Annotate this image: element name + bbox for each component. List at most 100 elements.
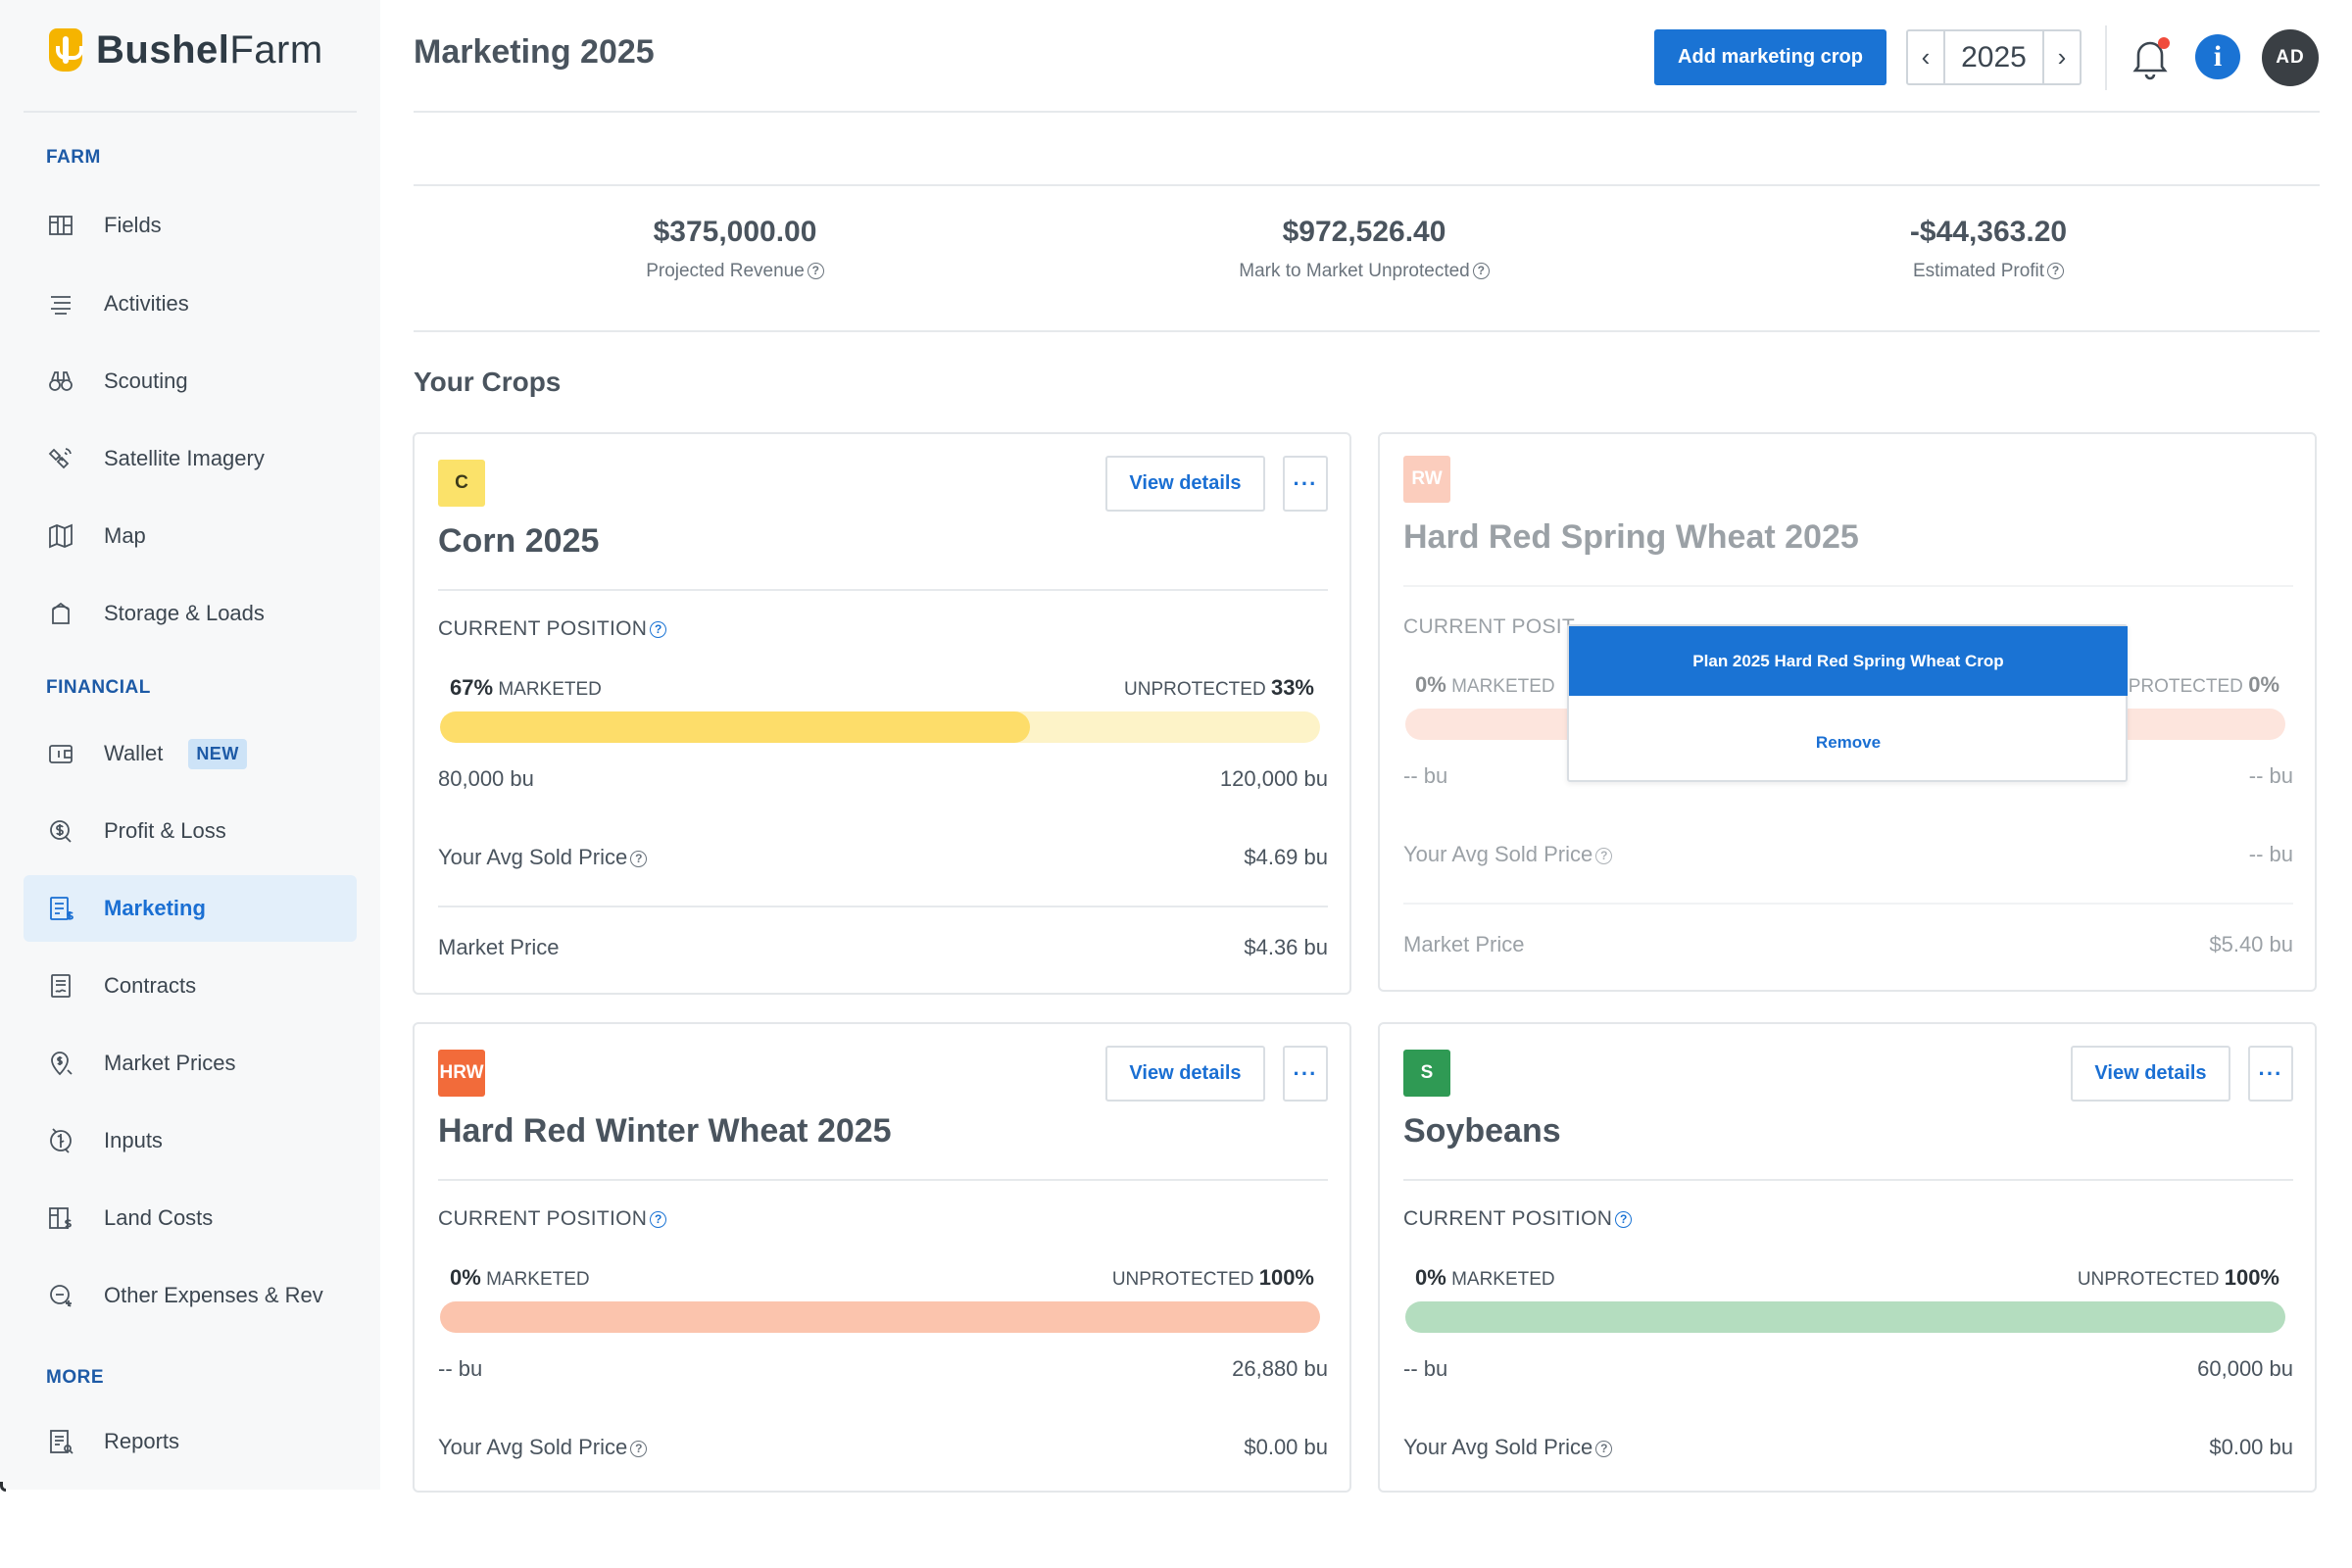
sidebar-item-scouting[interactable]: Scouting: [24, 348, 357, 415]
info-icon[interactable]: i: [2195, 34, 2240, 79]
marketed-bushels: -- bu: [1403, 763, 1448, 788]
market-price-label: Market Price: [1403, 932, 1525, 956]
help-icon[interactable]: ?: [630, 1440, 648, 1457]
sidebar-item-satellite-imagery[interactable]: Satellite Imagery: [24, 425, 357, 492]
total-bushels: 26,880 bu: [1232, 1356, 1328, 1381]
inputs-icon: [45, 1125, 76, 1156]
crop-card-corn: C Corn 2025 View details ··· CURRENT POS…: [413, 432, 1351, 995]
sidebar-item-land-costs[interactable]: Land Costs: [24, 1185, 357, 1251]
sidebar-item-label: Land Costs: [104, 1205, 214, 1230]
marketed-progress-bar: [440, 1301, 1320, 1333]
crop-badge: C: [438, 460, 485, 507]
sidebar-item-label: Wallet: [104, 741, 164, 765]
avg-sold-price-label: Your Avg Sold Price?: [1403, 842, 1613, 867]
map-icon: [45, 520, 76, 552]
nav-section-farm: FARM: [46, 147, 101, 168]
view-details-button[interactable]: View details: [1105, 1046, 1265, 1102]
sidebar-item-reports[interactable]: Reports: [24, 1408, 357, 1475]
remove-menu-item[interactable]: Remove: [1815, 733, 1882, 752]
marketed-progress-fill: [440, 711, 1030, 743]
stat-value: $375,000.00: [653, 216, 817, 248]
help-icon[interactable]: ?: [1595, 847, 1613, 864]
marketed-summary: 67% MARKETED: [450, 675, 602, 700]
marketed-bushels: -- bu: [1403, 1356, 1448, 1381]
avg-sold-price-value: $4.69 bu: [1244, 845, 1328, 869]
card-divider: [1403, 585, 2293, 587]
sidebar-item-activities[interactable]: Activities: [24, 270, 357, 337]
chevron-left-icon[interactable]: ‹: [1908, 31, 1945, 83]
reports-icon: [45, 1426, 76, 1457]
add-marketing-crop-button[interactable]: Add marketing crop: [1654, 29, 1886, 85]
nav-section-financial: FINANCIAL: [46, 677, 151, 698]
sidebar-item-market-prices[interactable]: Market Prices: [24, 1030, 357, 1097]
current-position-label: CURRENT POSITION?: [438, 1207, 667, 1231]
summary-bar: $375,000.00 Projected Revenue? $972,526.…: [414, 184, 2320, 332]
window-corner: [0, 1482, 6, 1492]
sidebar-item-contracts[interactable]: Contracts: [24, 953, 357, 1019]
help-icon[interactable]: ?: [807, 263, 824, 280]
view-details-button[interactable]: View details: [2071, 1046, 2230, 1102]
bushel-farm-logo[interactable]: BushelFarm: [49, 25, 323, 74]
help-icon[interactable]: ?: [2047, 263, 2065, 280]
stat-projected-revenue: $375,000.00 Projected Revenue?: [539, 216, 931, 282]
help-icon[interactable]: ?: [650, 620, 667, 638]
sidebar-item-label: Satellite Imagery: [104, 446, 265, 470]
marketed-bushels: 80,000 bu: [438, 766, 534, 791]
total-bushels: -- bu: [2248, 763, 2293, 788]
avatar[interactable]: AD: [2262, 29, 2319, 86]
avg-sold-price-label: Your Avg Sold Price?: [1403, 1435, 1613, 1460]
more-options-button[interactable]: ···: [1283, 456, 1328, 512]
market-price-label: Market Price: [438, 935, 560, 959]
card-divider: [1403, 1179, 2293, 1181]
more-options-button[interactable]: ···: [1283, 1046, 1328, 1102]
sidebar-item-label: Marketing: [104, 896, 206, 920]
marketed-progress-bar: [1405, 1301, 2285, 1333]
sidebar-item-label: Inputs: [104, 1128, 163, 1152]
crop-title: Hard Red Winter Wheat 2025: [438, 1112, 892, 1150]
current-position-label: CURRENT POSIT: [1403, 615, 1576, 638]
card-divider: [438, 1179, 1328, 1181]
crop-title: Corn 2025: [438, 522, 600, 560]
sidebar-item-storage-loads[interactable]: Storage & Loads: [24, 580, 357, 647]
card-divider: [438, 589, 1328, 591]
stat-mark-to-market: $972,526.40 Mark to Market Unprotected?: [1168, 216, 1560, 282]
current-position-label: CURRENT POSITION?: [438, 617, 667, 641]
satellite-icon: [45, 443, 76, 474]
stat-label: Estimated Profit: [1912, 261, 2045, 281]
sidebar-item-other-expenses[interactable]: Other Expenses & Rev: [24, 1262, 357, 1329]
sidebar-item-label: Reports: [104, 1429, 180, 1453]
marketed-progress-bar: [440, 711, 1320, 743]
header-divider-line: [414, 111, 2320, 113]
header-divider: [2105, 25, 2107, 90]
storage-icon: [45, 598, 76, 629]
view-details-button[interactable]: View details: [1105, 456, 1265, 512]
crop-badge: RW: [1403, 456, 1450, 503]
sidebar-item-marketing[interactable]: Marketing: [24, 875, 357, 942]
sidebar-item-profit-loss[interactable]: Profit & Loss: [24, 798, 357, 864]
sidebar-item-map[interactable]: Map: [24, 503, 357, 569]
help-icon[interactable]: ?: [650, 1210, 667, 1228]
card-divider: [1403, 903, 2293, 905]
contracts-icon: [45, 970, 76, 1002]
help-icon[interactable]: ?: [630, 850, 648, 867]
sidebar-item-inputs[interactable]: Inputs: [24, 1107, 357, 1174]
crop-badge: S: [1403, 1050, 1450, 1097]
sidebar-item-label: Scouting: [104, 368, 188, 393]
sidebar-item-fields[interactable]: Fields: [24, 192, 357, 259]
sidebar-item-label: Storage & Loads: [104, 601, 265, 625]
total-bushels: 60,000 bu: [2197, 1356, 2293, 1381]
notification-dot: [2158, 37, 2170, 49]
chevron-right-icon[interactable]: ›: [2042, 31, 2080, 83]
sidebar-item-wallet[interactable]: Wallet NEW: [24, 720, 357, 787]
avg-sold-price-label: Your Avg Sold Price?: [438, 1435, 648, 1460]
more-options-button[interactable]: ···: [2248, 1046, 2293, 1102]
help-icon[interactable]: ?: [1595, 1440, 1613, 1457]
help-icon[interactable]: ?: [1615, 1210, 1633, 1228]
profit-loss-icon: [45, 815, 76, 847]
crop-card-soybeans: S Soybeans View details ··· CURRENT POSI…: [1378, 1022, 2317, 1493]
help-icon[interactable]: ?: [1472, 263, 1490, 280]
fields-icon: [45, 210, 76, 241]
plan-crop-menu-item[interactable]: Plan 2025 Hard Red Spring Wheat Crop: [1569, 626, 2128, 696]
bell-icon[interactable]: [2129, 33, 2172, 80]
sidebar-item-label: Activities: [104, 291, 189, 316]
